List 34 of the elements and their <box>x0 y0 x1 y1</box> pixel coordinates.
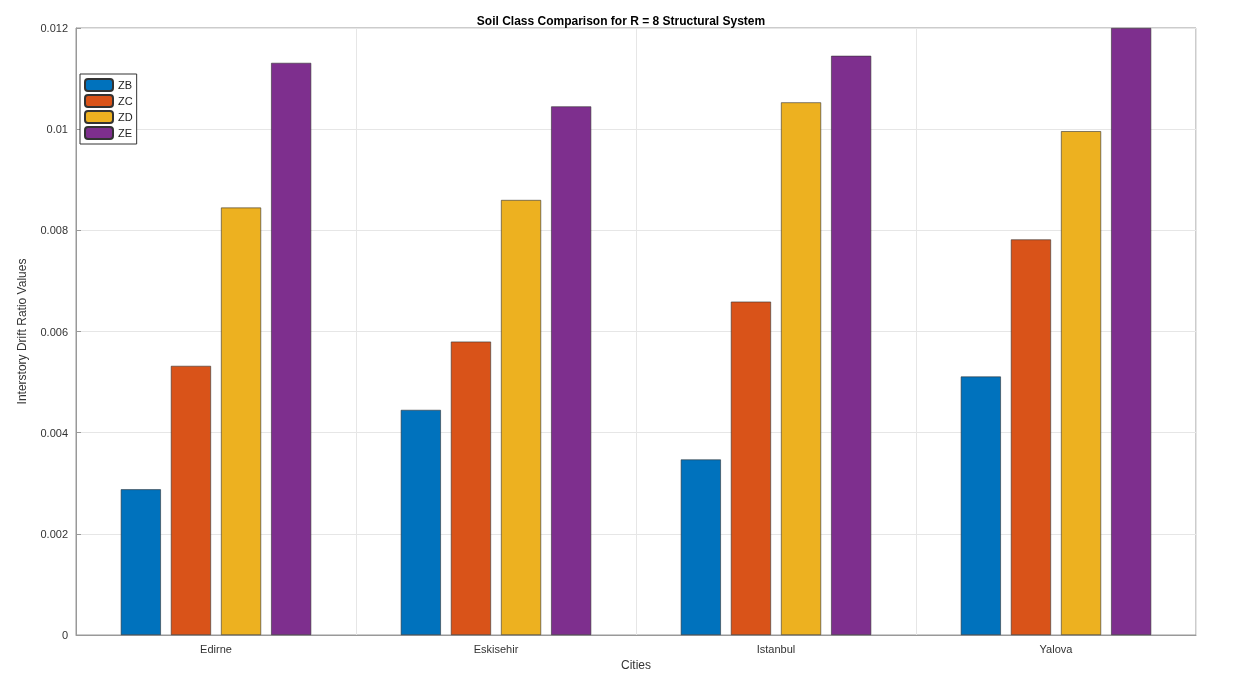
bar <box>400 409 441 635</box>
bar <box>1061 131 1102 635</box>
chart-title: Soil Class Comparison for R = 8 Structural System <box>476 14 766 28</box>
bar <box>1010 239 1051 635</box>
bar <box>831 55 872 635</box>
legend-label: ZE <box>118 127 133 139</box>
y-tick-label: 0.006 <box>40 325 68 338</box>
y-tick-label: 0.01 <box>46 123 68 136</box>
x-tick-label: Yalova <box>1039 642 1074 655</box>
x-axis-title: Cities <box>620 658 652 672</box>
bar <box>450 341 491 635</box>
bar <box>1111 28 1152 635</box>
x-tick-label: Edirne <box>200 642 232 655</box>
x-tick-label: Eskisehir <box>473 642 519 655</box>
bar <box>730 301 771 635</box>
y-tick-label: 0.004 <box>40 426 68 439</box>
bar <box>960 376 1001 635</box>
y-tick-label: 0 <box>61 629 68 641</box>
bar <box>271 62 312 635</box>
bar <box>120 489 161 635</box>
legend-label: ZB <box>118 79 133 91</box>
y-tick-label: 0.002 <box>40 527 68 540</box>
bar <box>781 102 822 635</box>
bar <box>551 106 592 635</box>
y-tick-label: 0.008 <box>40 224 68 237</box>
bar <box>680 459 721 635</box>
y-axis-title: Interstory Drift Ratio Values <box>15 258 29 405</box>
bar <box>170 365 211 635</box>
legend-label: ZD <box>118 111 133 123</box>
bar <box>221 207 262 635</box>
x-tick-label: Istanbul <box>756 642 796 655</box>
legend-label: ZC <box>118 95 133 107</box>
y-tick-label: 0.012 <box>40 22 68 34</box>
bar <box>501 199 542 635</box>
